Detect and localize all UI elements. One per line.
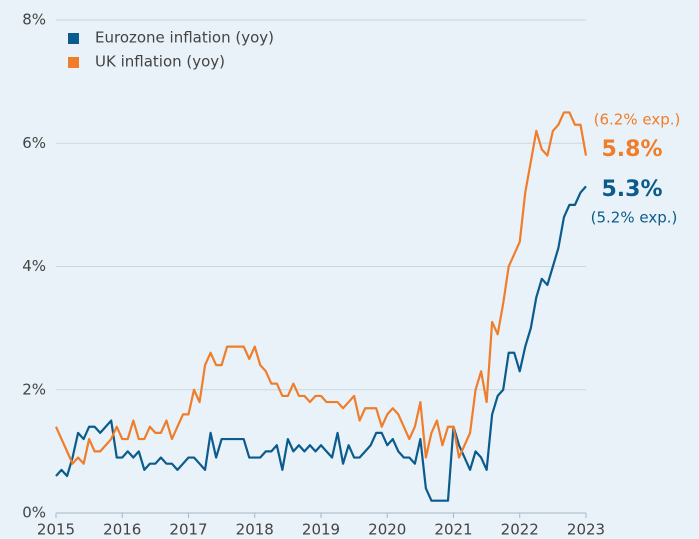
legend-label: Eurozone inflation (yoy) [95, 29, 274, 47]
x-tick-label: 2016 [103, 521, 141, 539]
x-tick-label: 2020 [368, 521, 406, 539]
x-tick-label: 2021 [434, 521, 472, 539]
y-tick-label: 8% [22, 11, 46, 29]
legend-swatch [68, 57, 79, 68]
annotation: 5.8% [601, 137, 662, 162]
y-tick-label: 0% [22, 504, 46, 522]
annotation: 5.3% [601, 177, 662, 202]
line-series [54, 111, 588, 465]
x-tick-label: 2022 [501, 521, 539, 539]
x-tick-label: 2019 [302, 521, 340, 539]
legend-swatch [68, 33, 79, 44]
annotation: (6.2% exp.) [594, 111, 681, 129]
x-tick-label: 2018 [236, 521, 274, 539]
annotation: (5.2% exp.) [591, 209, 678, 227]
x-tick-label: 2015 [37, 521, 75, 539]
y-tick-label: 4% [22, 257, 46, 275]
x-tick-label: 2023 [567, 521, 605, 539]
y-tick-label: 6% [22, 134, 46, 152]
legend-label: UK inflation (yoy) [95, 53, 225, 71]
y-tick-label: 2% [22, 380, 46, 398]
x-tick-label: 2017 [169, 521, 207, 539]
line-series [55, 185, 587, 502]
